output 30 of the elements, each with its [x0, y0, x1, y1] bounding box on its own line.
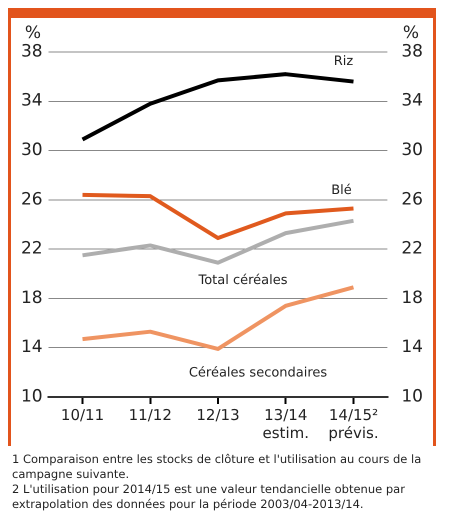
y-tick-label: 26: [20, 189, 43, 210]
y2-tick-label: 22: [401, 238, 424, 259]
text: 2 L'utilisation pour 2014/15 est une valeur tendancielle obtenue par extrapolation des données pour la période 2003/04-2013/14.: [12, 482, 406, 512]
y2-tick-label: 10: [401, 386, 424, 406]
series-label: Blé: [331, 182, 352, 198]
series-label: Total céréales: [197, 273, 288, 288]
y2-tick-label: 30: [401, 140, 424, 160]
x-tick-label: 11/12: [128, 406, 172, 424]
y-tick-label: 18: [20, 288, 43, 308]
y-axis-title: %: [24, 22, 42, 43]
y2-tick-label: 38: [401, 41, 424, 62]
x-tick-label: 10/11: [60, 406, 104, 424]
y-tick-label: 34: [20, 90, 43, 111]
series-label: Céréales secondaires: [188, 365, 328, 380]
x-tick-label: 14/15² prévis.: [328, 406, 379, 442]
y2-tick-label: 34: [401, 90, 424, 111]
y2-tick-label: 26: [401, 189, 424, 210]
series-label: Riz: [334, 54, 354, 69]
x-tick-label: 13/14 estim.: [262, 406, 309, 442]
y2-tick-label: 18: [401, 288, 424, 308]
x-tick-label: 12/13: [196, 406, 240, 424]
y-tick-label: 38: [20, 41, 43, 62]
y2-tick-label: 14: [401, 337, 424, 358]
y2-axis-title: %: [402, 22, 420, 43]
y-tick-label: 10: [20, 386, 43, 406]
y-tick-label: 22: [20, 238, 43, 259]
y-tick-label: 14: [20, 337, 43, 358]
text: 1 Comparaison entre les stocks de clôture et l'utilisation au cours de la campagne suivante.: [12, 452, 422, 482]
frame: 10/11 11/12 12/13 13/14 estim. 14/15² prévis. 10 14 18 22 26 30 34 38 10 14 18 22 26 30 34 38 Riz Blé Total céréales Céréales secondaires % %: [8, 8, 436, 446]
y-tick-label: 30: [20, 140, 43, 160]
